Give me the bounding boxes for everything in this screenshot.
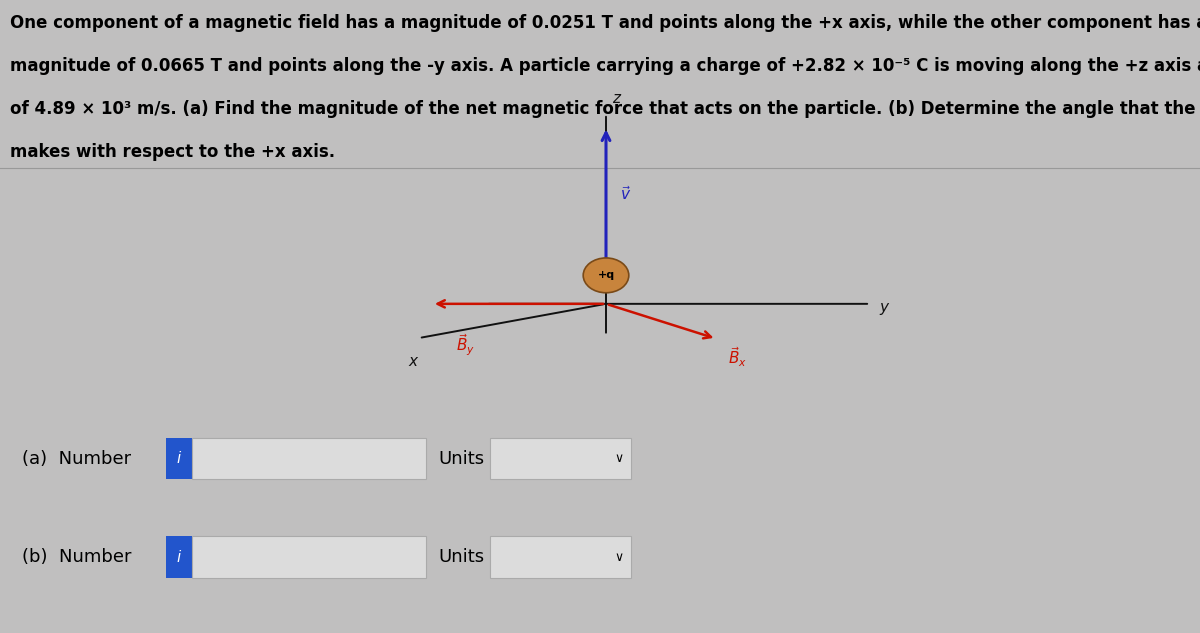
Text: $\vec{v}$: $\vec{v}$	[620, 185, 631, 203]
Text: makes with respect to the +x axis.: makes with respect to the +x axis.	[10, 143, 335, 161]
Text: ∨: ∨	[614, 453, 624, 465]
Text: (a)  Number: (a) Number	[22, 450, 131, 468]
Text: i: i	[176, 451, 181, 467]
Bar	[192, 537, 426, 577]
Text: One component of a magnetic field has a magnitude of 0.0251 T and points along t: One component of a magnetic field has a …	[10, 14, 1200, 32]
Text: ∨: ∨	[614, 551, 624, 563]
Text: z: z	[612, 91, 620, 106]
Text: y: y	[880, 299, 888, 315]
Text: of 4.89 × 10³ m/s. (a) Find the magnitude of the net magnetic force that acts on: of 4.89 × 10³ m/s. (a) Find the magnitud…	[10, 100, 1200, 118]
Text: x: x	[408, 354, 418, 369]
Text: $\vec{B}_x$: $\vec{B}_x$	[728, 345, 748, 369]
Text: (b)  Number: (b) Number	[22, 548, 131, 566]
Bar	[166, 438, 192, 480]
Text: $\vec{B}_y$: $\vec{B}_y$	[456, 332, 475, 358]
Text: magnitude of 0.0665 T and points along the -y axis. A particle carrying a charge: magnitude of 0.0665 T and points along t…	[10, 57, 1200, 75]
Text: Units: Units	[438, 548, 484, 566]
Bar	[166, 537, 192, 577]
Bar	[192, 438, 426, 480]
Bar	[490, 438, 631, 480]
Text: Units: Units	[438, 450, 484, 468]
Bar	[490, 537, 631, 577]
Text: +q: +q	[598, 270, 614, 280]
Text: i: i	[176, 549, 181, 565]
Ellipse shape	[583, 258, 629, 292]
